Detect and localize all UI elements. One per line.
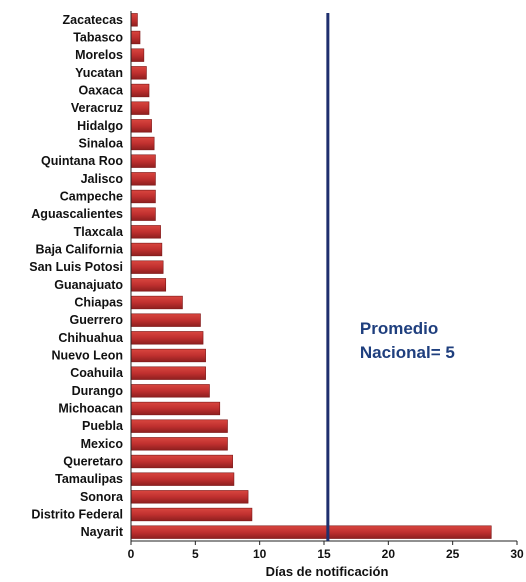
category-label: Nayarit (81, 525, 124, 539)
category-label: Durango (72, 384, 124, 398)
bar (130, 119, 152, 133)
bar (130, 295, 183, 310)
bar (130, 419, 228, 433)
bar (130, 260, 164, 274)
category-label: Distrito Federal (31, 508, 123, 522)
x-tick-label: 25 (446, 547, 460, 561)
category-label: Nuevo Leon (51, 349, 123, 363)
bar (130, 172, 156, 186)
x-tick-label: 20 (382, 547, 396, 561)
category-label: Aguascalientes (31, 207, 123, 221)
category-label: Campeche (60, 190, 123, 204)
category-label: Tlaxcala (74, 225, 124, 239)
category-label: Guanajuato (54, 278, 123, 292)
category-label: Hidalgo (77, 119, 123, 133)
bar (130, 13, 138, 27)
bar (130, 278, 167, 292)
category-label: Veracruz (71, 101, 123, 115)
bar (130, 348, 206, 363)
bars (130, 13, 492, 539)
x-axis-title: Días de notificación (266, 564, 389, 579)
average-annotation-line1: Promedio (360, 319, 438, 338)
bar (130, 454, 233, 469)
category-label: Morelos (75, 48, 123, 62)
bar (130, 472, 235, 486)
category-label: Coahuila (70, 366, 124, 380)
bar (130, 83, 150, 98)
category-label: Zacatecas (63, 13, 124, 27)
bar (130, 66, 147, 80)
bar (130, 48, 145, 62)
bar (130, 225, 161, 239)
average-annotation-line2: Nacional= 5 (360, 343, 455, 362)
bar (130, 490, 249, 504)
bar (130, 242, 163, 257)
bar (130, 30, 141, 45)
x-tick-label: 0 (128, 547, 135, 561)
category-label: Yucatan (75, 66, 123, 80)
bar (130, 313, 201, 327)
bar (130, 401, 221, 416)
category-label: Sonora (80, 490, 124, 504)
category-label: Quintana Roo (41, 154, 123, 168)
x-ticks: 0 5 10 15 20 25 30 (128, 541, 524, 561)
category-label: Michoacan (58, 402, 123, 416)
bar (130, 525, 492, 539)
category-label: Chiapas (74, 296, 123, 310)
bar (130, 154, 156, 168)
category-label: Chihuahua (58, 331, 124, 345)
bar (130, 437, 228, 451)
x-tick-label: 15 (317, 547, 331, 561)
x-tick-label: 5 (192, 547, 199, 561)
category-label: Sinaloa (79, 137, 125, 151)
bar (130, 384, 210, 398)
bar (130, 366, 206, 380)
x-tick-label: 30 (510, 547, 524, 561)
x-tick-label: 10 (253, 547, 267, 561)
category-label: Mexico (81, 437, 124, 451)
bar (130, 331, 204, 345)
category-label: Tamaulipas (55, 472, 123, 486)
bar (130, 136, 155, 151)
category-label: Baja California (35, 243, 124, 257)
category-label: Jalisco (81, 172, 124, 186)
category-label: Tabasco (73, 31, 123, 45)
bar (130, 189, 156, 204)
bar (130, 207, 156, 221)
category-label: San Luis Potosi (29, 260, 123, 274)
category-label: Queretaro (63, 455, 123, 469)
category-label: Puebla (82, 419, 124, 433)
category-label: Oaxaca (79, 84, 125, 98)
bar (130, 507, 253, 522)
category-label: Guerrero (70, 313, 124, 327)
bar (130, 101, 150, 115)
category-labels: Zacatecas Tabasco Morelos Yucatan Oaxaca Vera… (29, 13, 124, 539)
